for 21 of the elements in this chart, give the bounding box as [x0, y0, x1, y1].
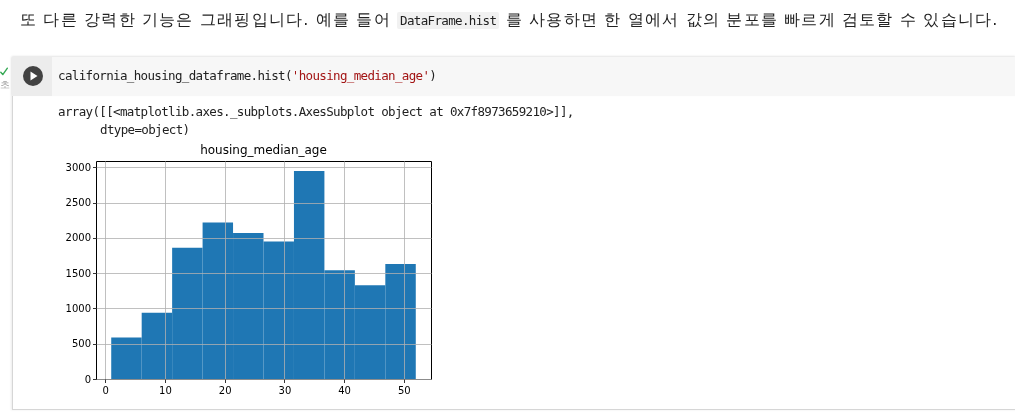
x-tick-label: 40	[338, 385, 351, 396]
text: 를 사용하면 한 열에서 값의 분포를 빠르게 검토할 수 있습니다.	[505, 10, 999, 29]
text: 초	[0, 79, 10, 91]
y-tick-label: 1000	[65, 302, 91, 314]
x-tick-label: 10	[159, 385, 172, 396]
y-tick-label: 0	[84, 373, 91, 385]
x-tick-label: 20	[218, 385, 232, 396]
chart-title: housing_median_age	[200, 143, 327, 157]
text: array([[<matplotlib.axes._subplots.AxesSubplot object at 0x7f8973659210>]],	[58, 104, 574, 120]
y-tick-label: 500	[71, 338, 91, 350]
y-tick-label: 2000	[65, 232, 91, 244]
y-tick-label: 3000	[65, 161, 91, 173]
y-tick-label: 2500	[65, 197, 91, 209]
text: dtype=object)	[100, 122, 190, 138]
x-tick-label: 0	[102, 385, 109, 396]
y-tick-label: 1500	[65, 267, 91, 279]
text: california_housing_dataframe.hist('housing_median_age')	[58, 68, 437, 83]
x-tick-label: 50	[397, 385, 411, 396]
text: 또 다른 강력한 기능은 그래핑입니다. 예를 들어	[20, 10, 391, 29]
x-tick-label: 30	[278, 385, 292, 396]
text: DataFrame.hist	[397, 12, 500, 29]
